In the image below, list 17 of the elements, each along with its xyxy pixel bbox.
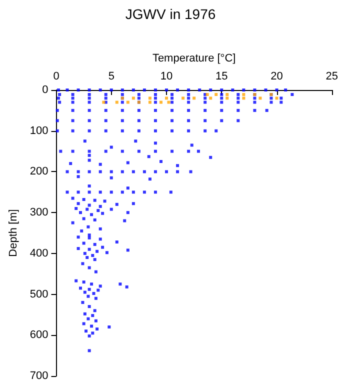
x-tick-label: 5 xyxy=(108,70,114,82)
y-axis-title: Depth [m] xyxy=(8,209,20,257)
y-tick-label: 600 xyxy=(30,329,48,342)
y-tick-label: 0 xyxy=(42,84,48,96)
x-tick-label: 10 xyxy=(160,70,173,82)
x-tick-label: 0 xyxy=(53,70,60,82)
x-axis-title: Temperature [°C] xyxy=(152,52,236,64)
x-tick-label: 25 xyxy=(326,70,338,82)
y-tick-label: 500 xyxy=(30,288,48,300)
x-tick-label: 20 xyxy=(270,70,283,82)
y-tick-label: 100 xyxy=(30,124,48,137)
x-tick-label: 15 xyxy=(216,70,228,82)
y-tick-label: 200 xyxy=(30,166,48,178)
y-tick-label: 700 xyxy=(30,370,48,382)
y-tick-label: 400 xyxy=(30,247,48,260)
chart-title: JGWV in 1976 xyxy=(125,6,216,22)
y-tick-label: 300 xyxy=(30,206,48,219)
